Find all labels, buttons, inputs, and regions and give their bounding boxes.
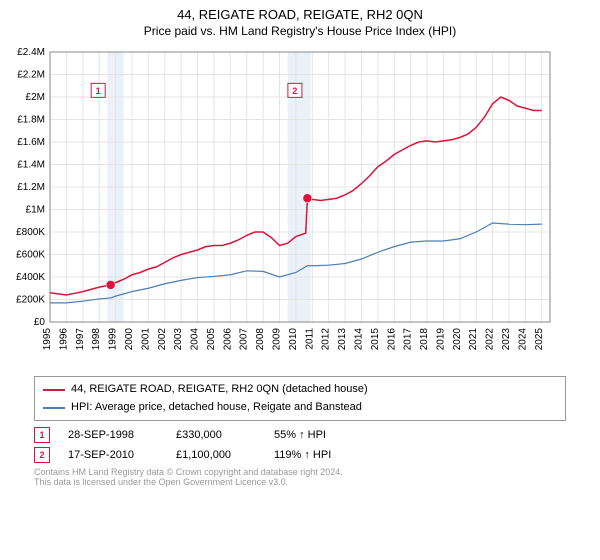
svg-text:£200K: £200K: [16, 295, 45, 306]
svg-text:2018: 2018: [419, 328, 430, 351]
svg-text:2021: 2021: [468, 328, 479, 351]
svg-text:2: 2: [292, 86, 297, 96]
svg-text:£0: £0: [34, 317, 46, 328]
legend-label: HPI: Average price, detached house, Reig…: [71, 399, 362, 417]
svg-text:1996: 1996: [58, 328, 69, 351]
svg-text:1: 1: [96, 86, 101, 96]
footer-line: This data is licensed under the Open Gov…: [34, 477, 566, 487]
sale-date: 28-SEP-1998: [68, 429, 158, 441]
svg-text:2024: 2024: [517, 328, 528, 351]
legend: 44, REIGATE ROAD, REIGATE, RH2 0QN (deta…: [34, 376, 566, 421]
svg-text:2004: 2004: [190, 328, 201, 351]
table-row: 2 17-SEP-2010 £1,100,000 119% ↑ HPI: [34, 447, 566, 463]
table-row: 1 28-SEP-1998 £330,000 55% ↑ HPI: [34, 427, 566, 443]
svg-text:2001: 2001: [140, 328, 151, 351]
sale-marker-icon: 2: [34, 447, 50, 463]
svg-text:£2.2M: £2.2M: [17, 70, 45, 81]
svg-text:£800K: £800K: [16, 227, 45, 238]
footer-line: Contains HM Land Registry data © Crown c…: [34, 467, 566, 477]
svg-text:2015: 2015: [370, 328, 381, 351]
sale-pct: 119% ↑ HPI: [274, 449, 364, 461]
svg-text:2008: 2008: [255, 328, 266, 351]
svg-text:£1.6M: £1.6M: [17, 137, 45, 148]
svg-text:£600K: £600K: [16, 250, 45, 261]
svg-text:2005: 2005: [206, 328, 217, 351]
svg-text:2000: 2000: [124, 328, 135, 351]
svg-text:£1.2M: £1.2M: [17, 182, 45, 193]
sale-price: £1,100,000: [176, 449, 256, 461]
svg-text:£1.8M: £1.8M: [17, 115, 45, 126]
svg-text:2002: 2002: [157, 328, 168, 351]
footer: Contains HM Land Registry data © Crown c…: [34, 467, 566, 487]
svg-text:2006: 2006: [222, 328, 233, 351]
svg-text:1995: 1995: [42, 328, 53, 351]
svg-text:2013: 2013: [337, 328, 348, 351]
svg-text:2011: 2011: [304, 328, 315, 350]
sale-pct: 55% ↑ HPI: [274, 429, 364, 441]
svg-text:£400K: £400K: [16, 272, 45, 283]
legend-label: 44, REIGATE ROAD, REIGATE, RH2 0QN (deta…: [71, 381, 368, 399]
svg-text:2025: 2025: [534, 328, 545, 351]
svg-text:£2M: £2M: [26, 92, 45, 103]
chart-container: { "title": "44, REIGATE ROAD, REIGATE, R…: [0, 0, 600, 560]
sale-date: 17-SEP-2010: [68, 449, 158, 461]
svg-text:2003: 2003: [173, 328, 184, 351]
svg-text:2014: 2014: [353, 328, 364, 351]
chart-subtitle: Price paid vs. HM Land Registry's House …: [0, 24, 600, 38]
svg-text:2022: 2022: [485, 328, 496, 351]
svg-text:2010: 2010: [288, 328, 299, 351]
legend-item-price: 44, REIGATE ROAD, REIGATE, RH2 0QN (deta…: [43, 381, 557, 399]
svg-text:2019: 2019: [435, 328, 446, 351]
svg-text:£2.4M: £2.4M: [17, 47, 45, 58]
svg-text:2016: 2016: [386, 328, 397, 351]
chart-title: 44, REIGATE ROAD, REIGATE, RH2 0QN: [0, 0, 600, 24]
svg-text:1999: 1999: [108, 328, 119, 351]
svg-text:£1M: £1M: [26, 205, 45, 216]
svg-text:1998: 1998: [91, 328, 102, 351]
svg-text:2007: 2007: [239, 328, 250, 351]
sale-price: £330,000: [176, 429, 256, 441]
svg-text:2020: 2020: [452, 328, 463, 351]
line-chart: £0 £200K £400K £600K £800K £1M £1.2M £1.4M £1.6M…: [0, 42, 560, 372]
svg-text:2009: 2009: [272, 328, 283, 351]
legend-item-hpi: HPI: Average price, detached house, Reig…: [43, 399, 557, 417]
sales-table: 1 28-SEP-1998 £330,000 55% ↑ HPI 2 17-SE…: [34, 427, 566, 463]
svg-text:2023: 2023: [501, 328, 512, 351]
sale-marker-icon: 1: [34, 427, 50, 443]
svg-text:2012: 2012: [321, 328, 332, 351]
svg-text:2017: 2017: [403, 328, 414, 351]
svg-text:£1.4M: £1.4M: [17, 160, 45, 171]
svg-text:1997: 1997: [75, 328, 86, 351]
